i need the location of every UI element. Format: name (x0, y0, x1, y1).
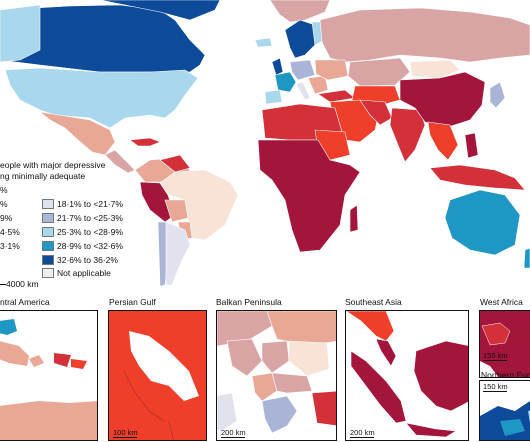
legend-label: 25·3% to <28·9% (57, 227, 123, 237)
usa-region (4, 67, 199, 129)
sub-saharan-africa-region (257, 139, 361, 253)
iran-region (359, 99, 393, 126)
inset-title-balkan: Balkan Peninsula (216, 297, 282, 307)
inset-scale-west-africa: 150 km (483, 351, 508, 361)
inset-title-persian-gulf: Persian Gulf (109, 297, 156, 307)
legend-label: Not applicable (57, 268, 111, 278)
inset-scale-balkan: 200 km (221, 428, 246, 438)
mexico-region (38, 111, 116, 156)
legend-swatch (42, 255, 54, 265)
inset-scale-persian-gulf: 100 km (113, 428, 138, 438)
legend-label: 32·6% to 36·2% (57, 255, 118, 265)
inset-scale-northern-europe: 150 km (483, 382, 508, 392)
inset-title-northern-europe: Northern Eur (481, 370, 530, 380)
legend-left-label: % (0, 199, 8, 209)
new-zealand-region (523, 247, 530, 269)
inset-persian-gulf: 100 km (108, 310, 207, 441)
legend-label: 21·7% to <25·3% (57, 213, 123, 223)
india-region (389, 107, 426, 163)
legend-label: 18·1% to <21·7% (57, 199, 123, 209)
legend-left-label: 9% (0, 213, 13, 223)
madagascar-region (349, 204, 359, 233)
inset-northern-europe: 150 km (479, 380, 530, 441)
legend-left-label: % (0, 185, 8, 195)
turkey-region (317, 89, 356, 103)
legend-item: 28·9% to <32·6% (42, 241, 123, 251)
eastern-europe-region (314, 59, 349, 81)
venezuela-region (159, 154, 191, 173)
china-region (399, 71, 486, 129)
legend-swatch (42, 227, 54, 237)
legend-left-label: 3·1% (0, 241, 20, 251)
greenland-region (269, 0, 331, 23)
legend-swatch (42, 199, 54, 209)
legend-left-item: % (0, 185, 8, 195)
arctic-islands-region (99, 0, 221, 21)
iceland-region (254, 37, 273, 48)
legend-item: 21·7% to <25·3% (42, 213, 123, 223)
legend-left-item: 3·1% (0, 241, 20, 251)
argentina-region (165, 221, 191, 286)
inset-central-america (0, 310, 98, 441)
inset-title-central-america: ntral America (0, 297, 50, 307)
balkans-region (307, 75, 329, 95)
legend-item: 32·6% to 36·2% (42, 255, 118, 265)
italy-region (295, 81, 311, 101)
france-region (274, 71, 297, 93)
legend-label: 28·9% to <32·6% (57, 241, 123, 251)
legend-swatch (42, 241, 54, 251)
kazakhstan-region (347, 57, 411, 87)
legend-item: 25·3% to <28·9% (42, 227, 123, 237)
scandinavia-region (284, 19, 316, 59)
legend-title: eople with major depressive ng minimally… (0, 160, 200, 182)
world-map (0, 0, 530, 287)
inset-title-west-africa: West Africa (480, 297, 523, 307)
indonesia-region (429, 164, 526, 191)
philippines-region (464, 132, 479, 159)
central-europe-region (289, 59, 316, 81)
inset-southeast-asia: 200 km (345, 310, 469, 441)
legend-left-item: % (0, 199, 8, 209)
legend-left-item: 9% (0, 213, 12, 223)
legend-title-line2: ng minimally adequate (0, 171, 86, 181)
russia-region (319, 7, 530, 63)
legend-left-item: 4·5% (0, 227, 20, 237)
brazil-region (159, 169, 239, 241)
australia-region (444, 189, 521, 256)
legend-swatch (42, 213, 54, 223)
uk-region (271, 57, 284, 76)
legend-swatch (42, 268, 54, 278)
inset-title-southeast-asia: Southeast Asia (345, 297, 402, 307)
mongolia-region (409, 59, 461, 79)
caribbean-region (129, 137, 161, 147)
inset-scale-southeast-asia: 200 km (350, 428, 375, 438)
spain-region (264, 89, 283, 105)
legend-item: 18·1% to <21·7% (42, 199, 123, 209)
alaska-region (0, 4, 41, 63)
legend-left-label: 4·5% (0, 227, 20, 237)
legend-item: Not applicable (42, 268, 111, 278)
canada-region (0, 4, 206, 73)
legend-title-line1: eople with major depressive (0, 160, 106, 170)
map-scale-label: 4000 km (6, 279, 39, 289)
inset-balkan: 200 km (216, 310, 337, 441)
indochina-region (427, 121, 459, 161)
japan-region (489, 81, 506, 109)
inset-west-africa: 150 km (479, 310, 530, 378)
